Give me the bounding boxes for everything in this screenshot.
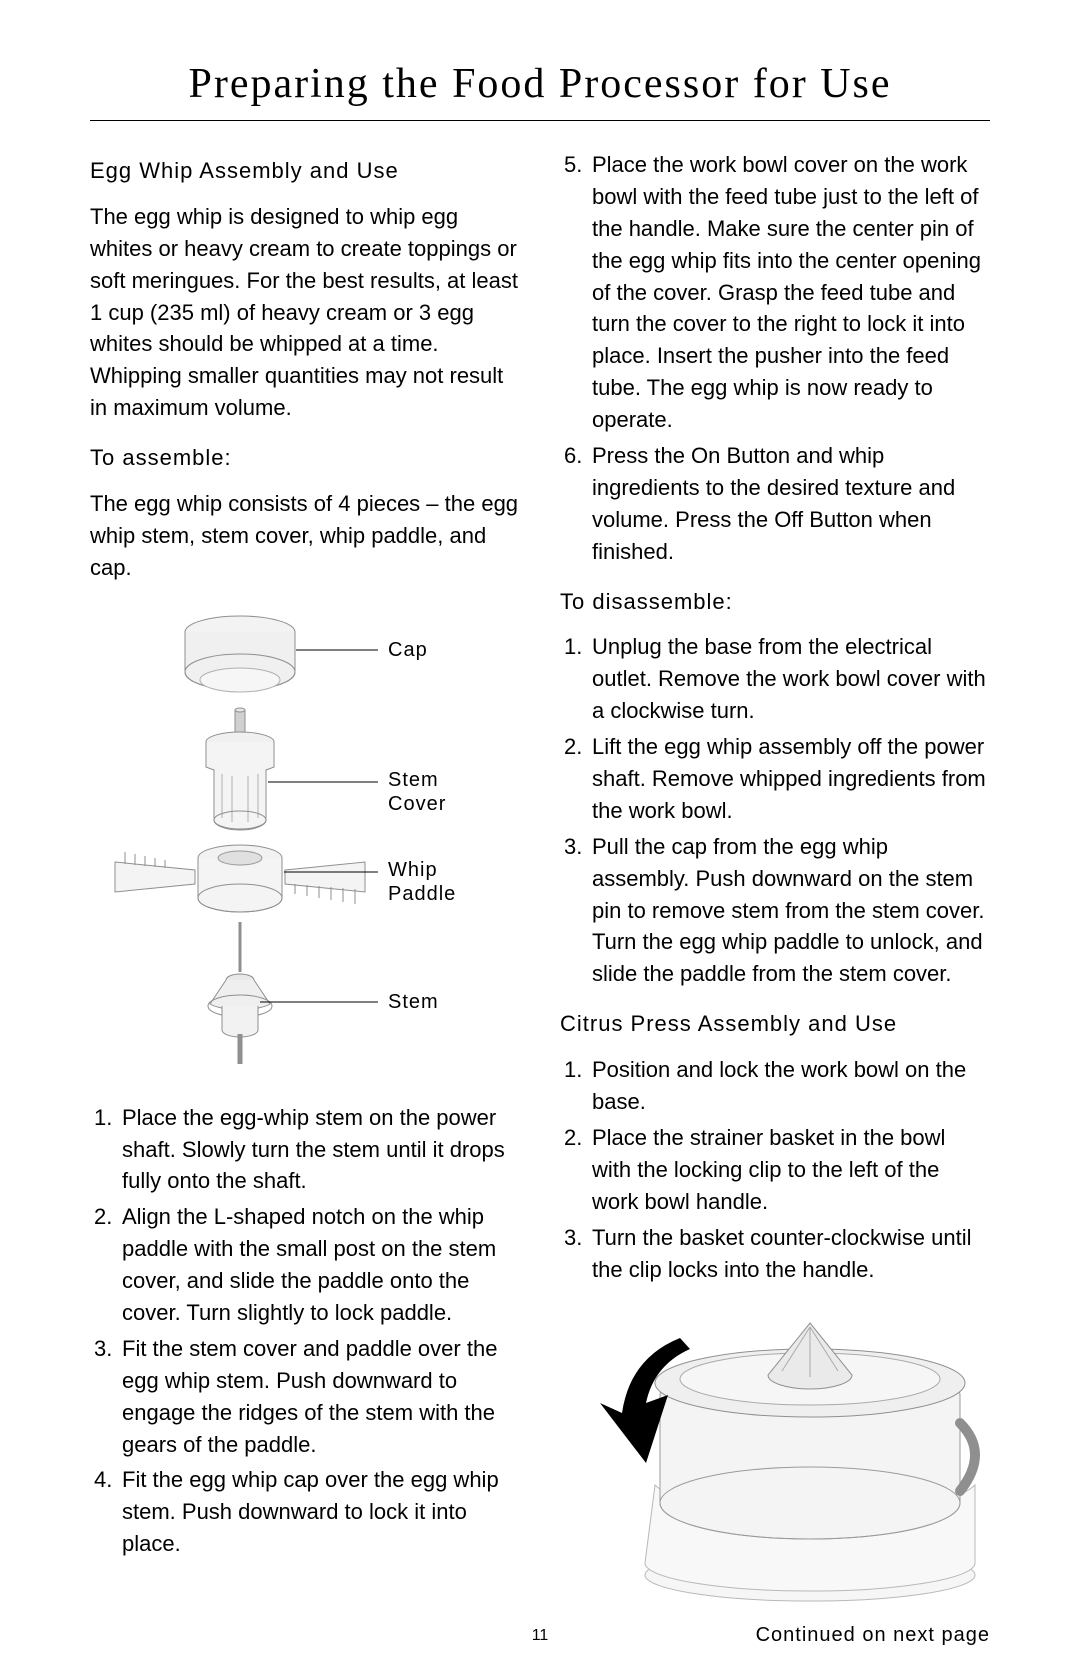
citrus-press-diagram: [560, 1303, 990, 1603]
diagram-label-stem-cover: Stem Cover: [388, 768, 446, 816]
diagram-label-whip-paddle: Whip Paddle: [388, 858, 456, 906]
assembly-steps-list: Place the egg-whip stem on the power sha…: [90, 1102, 520, 1560]
two-column-layout: Egg Whip Assembly and Use The egg whip i…: [90, 149, 990, 1650]
list-item: Fit the egg whip cap over the egg whip s…: [90, 1464, 520, 1560]
section-heading-citrus: Citrus Press Assembly and Use: [560, 1008, 990, 1040]
page-number: 11: [0, 1627, 1080, 1645]
disassembly-steps-list: Unplug the base from the electrical outl…: [560, 631, 990, 990]
list-item: Place the strainer basket in the bowl wi…: [560, 1122, 990, 1218]
diagram-label-cap: Cap: [388, 638, 428, 662]
intro-paragraph: The egg whip is designed to whip egg whi…: [90, 201, 520, 424]
step-text: Fit the stem cover and paddle over the e…: [122, 1333, 520, 1461]
step-text: Place the egg-whip stem on the power sha…: [122, 1102, 520, 1198]
diagram-label-stem: Stem: [388, 990, 439, 1014]
step-text: Unplug the base from the electrical outl…: [592, 631, 990, 727]
step-text: Position and lock the work bowl on the b…: [592, 1054, 990, 1118]
list-item: Press the On Button and whip ingredients…: [560, 440, 990, 568]
list-item: Unplug the base from the electrical outl…: [560, 631, 990, 727]
right-column: Place the work bowl cover on the work bo…: [560, 149, 990, 1650]
page-title: Preparing the Food Processor for Use: [90, 60, 990, 121]
list-item: Align the L-shaped notch on the whip pad…: [90, 1201, 520, 1329]
list-item: Turn the basket counter-clockwise until …: [560, 1222, 990, 1286]
list-item: Place the work bowl cover on the work bo…: [560, 149, 990, 436]
list-item: Fit the stem cover and paddle over the e…: [90, 1333, 520, 1461]
list-item: Pull the cap from the egg whip assembly.…: [560, 831, 990, 990]
list-item: Place the egg-whip stem on the power sha…: [90, 1102, 520, 1198]
citrus-steps-list: Position and lock the work bowl on the b…: [560, 1054, 990, 1285]
pieces-paragraph: The egg whip consists of 4 pieces – the …: [90, 488, 520, 584]
citrus-press-diagram-svg: [560, 1303, 990, 1603]
section-heading-disassemble: To disassemble:: [560, 586, 990, 618]
left-column: Egg Whip Assembly and Use The egg whip i…: [90, 149, 520, 1650]
step-text: Lift the egg whip assembly off the power…: [592, 731, 990, 827]
step-text: Pull the cap from the egg whip assembly.…: [592, 831, 990, 990]
section-heading-egg-whip: Egg Whip Assembly and Use: [90, 155, 520, 187]
egg-whip-diagram-svg: [90, 602, 520, 1082]
step-text: Turn the basket counter-clockwise until …: [592, 1222, 990, 1286]
list-item: Position and lock the work bowl on the b…: [560, 1054, 990, 1118]
list-item: Lift the egg whip assembly off the power…: [560, 731, 990, 827]
step-text: Place the strainer basket in the bowl wi…: [592, 1122, 990, 1218]
step-text: Place the work bowl cover on the work bo…: [592, 149, 990, 436]
step-text: Fit the egg whip cap over the egg whip s…: [122, 1464, 520, 1560]
step-text: Align the L-shaped notch on the whip pad…: [122, 1201, 520, 1329]
manual-page: Preparing the Food Processor for Use Egg…: [0, 0, 1080, 1669]
assembly-steps-list-continued: Place the work bowl cover on the work bo…: [560, 149, 990, 568]
egg-whip-diagram: Cap Stem Cover Whip Paddle Stem: [90, 602, 520, 1082]
section-heading-assemble: To assemble:: [90, 442, 520, 474]
step-text: Press the On Button and whip ingredients…: [592, 440, 990, 568]
